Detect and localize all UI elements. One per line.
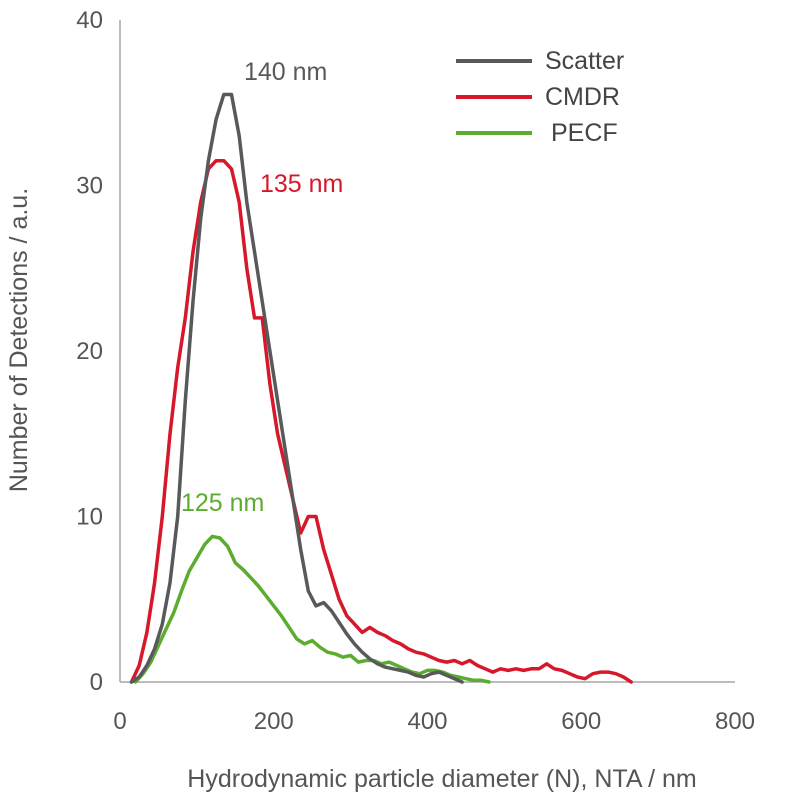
peak-annotations: 140 nm 135 nm 125 nm <box>181 58 343 517</box>
y-tick-label: 0 <box>90 669 103 696</box>
peak-label-cmdr: 135 nm <box>260 170 343 198</box>
series-line-scatter <box>129 92 464 684</box>
legend-label-pecf: PECF <box>551 119 618 147</box>
y-axis-label: Number of Detections / a.u. <box>5 188 33 492</box>
x-tick-label: 200 <box>254 708 294 735</box>
y-tick-label: 40 <box>76 7 103 34</box>
y-tick-label: 20 <box>76 338 103 365</box>
x-tick-label: 800 <box>715 708 755 735</box>
legend-label-cmdr: CMDR <box>545 83 620 111</box>
series-line-pecf <box>133 534 491 684</box>
x-tick-labels: 0 200 400 600 800 <box>113 708 755 735</box>
series-layer <box>129 92 633 684</box>
peak-label-scatter: 140 nm <box>244 58 327 86</box>
y-tick-labels: 0 10 20 30 40 <box>76 7 103 696</box>
x-tick-label: 0 <box>113 708 126 735</box>
series-line-cmdr <box>129 158 633 684</box>
x-axis-label: Hydrodynamic particle diameter (N), NTA … <box>187 765 696 793</box>
y-tick-label: 10 <box>76 504 103 531</box>
axes <box>119 20 735 683</box>
y-tick-label: 30 <box>76 173 103 200</box>
x-tick-label: 600 <box>561 708 601 735</box>
legend: Scatter CMDR PECF <box>456 47 624 147</box>
x-tick-label: 400 <box>407 708 447 735</box>
legend-label-scatter: Scatter <box>545 47 624 75</box>
peak-label-pecf: 125 nm <box>181 489 264 517</box>
